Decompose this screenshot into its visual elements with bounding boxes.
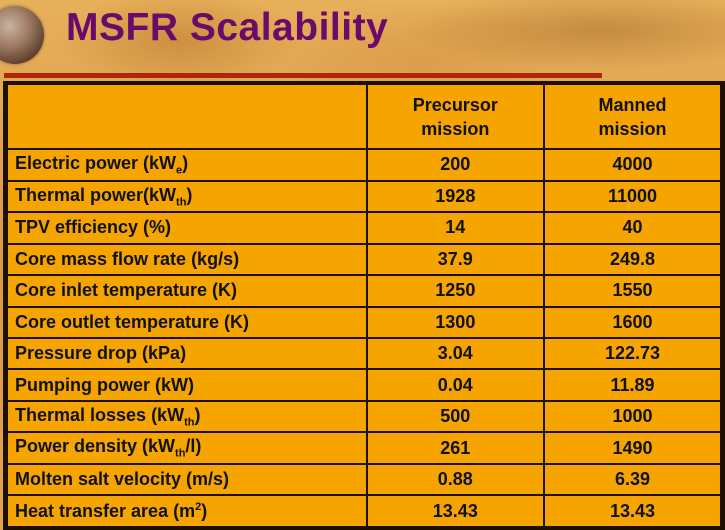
row-label: Pumping power (kW): [7, 369, 367, 401]
row-label: Core mass flow rate (kg/s): [7, 243, 367, 276]
manned-value: 11.89: [543, 369, 721, 401]
manned-value: 4000: [543, 149, 721, 181]
table-row: Core outlet temperature (K) 1300 1600: [7, 306, 721, 338]
row-label-suffix: ): [186, 184, 193, 205]
precursor-value: 14: [366, 212, 544, 244]
row-label-text: Electric power (kW: [15, 153, 177, 174]
table-row: Pumping power (kW) 0.04 11.89: [7, 369, 721, 401]
precursor-value: 1250: [366, 275, 544, 307]
row-label-suffix: ): [201, 500, 208, 521]
manned-value: 1550: [543, 275, 721, 307]
table-row: TPV efficiency (%) 14 40: [7, 212, 721, 244]
precursor-value: 200: [366, 149, 544, 181]
row-label-suffix: /l): [185, 436, 202, 457]
header-blank-cell: [7, 84, 367, 150]
header-precursor-line1: Precursor: [412, 94, 498, 115]
row-label-text: Core inlet temperature (K): [15, 280, 238, 301]
row-label-subscript: e: [176, 164, 183, 177]
row-label: Thermal losses (kWth): [7, 400, 367, 433]
header-precursor: Precursor mission: [366, 84, 544, 150]
manned-value: 11000: [543, 180, 721, 213]
row-label-text: TPV efficiency (%): [15, 217, 172, 238]
table-row: Thermal losses (kWth) 500 1000: [7, 400, 721, 433]
row-label: Pressure drop (kPa): [7, 337, 367, 370]
manned-value: 1490: [543, 432, 721, 464]
header-manned: Manned mission: [543, 84, 721, 150]
row-label-text: Core mass flow rate (kg/s): [15, 248, 240, 269]
table-frame: Precursor mission Manned mission Electri…: [3, 81, 725, 530]
row-label: TPV efficiency (%): [7, 212, 367, 244]
table-row: Core mass flow rate (kg/s) 37.9 249.8: [7, 243, 721, 276]
table-header-row: Precursor mission Manned mission: [7, 84, 721, 150]
row-label-subscript: th: [175, 447, 186, 460]
manned-value: 122.73: [543, 337, 721, 370]
manned-value: 249.8: [543, 243, 721, 276]
precursor-value: 1928: [366, 180, 544, 213]
precursor-value: 0.04: [366, 369, 544, 401]
precursor-value: 0.88: [366, 463, 544, 496]
manned-value: 1000: [543, 400, 721, 433]
table-row: Pressure drop (kPa) 3.04 122.73: [7, 337, 721, 370]
table-row: Thermal power(kWth) 1928 11000: [7, 180, 721, 213]
row-label-suffix: ): [182, 153, 189, 174]
row-label: Thermal power(kWth): [7, 180, 367, 213]
header-precursor-line2: mission: [421, 118, 490, 139]
table-row: Molten salt velocity (m/s) 0.88 6.39: [7, 463, 721, 496]
precursor-value: 3.04: [366, 337, 544, 370]
title-underline: [4, 73, 602, 78]
row-label-text: Molten salt velocity (m/s): [15, 469, 230, 490]
row-label-text: Pumping power (kW): [15, 374, 194, 395]
row-label-text: Pressure drop (kPa): [15, 343, 187, 364]
row-label: Core inlet temperature (K): [7, 275, 367, 307]
precursor-value: 13.43: [366, 495, 544, 527]
header-manned-line1: Manned: [598, 94, 667, 115]
precursor-value: 261: [366, 432, 544, 464]
precursor-value: 37.9: [366, 243, 544, 276]
row-label-superscript: 2: [195, 500, 202, 513]
row-label-text: Heat transfer area (m: [15, 500, 196, 521]
row-label: Core outlet temperature (K): [7, 306, 367, 338]
scalability-table: Precursor mission Manned mission Electri…: [7, 84, 721, 527]
manned-value: 13.43: [543, 495, 721, 527]
slide-title: MSFR Scalability: [66, 6, 389, 49]
manned-value: 1600: [543, 306, 721, 338]
table-row: Electric power (kWe) 200 4000: [7, 149, 721, 181]
table-row: Power density (kWth/l) 261 1490: [7, 432, 721, 464]
row-label-suffix: ): [194, 404, 201, 425]
row-label-text: Power density (kW: [15, 436, 176, 457]
row-label-text: Core outlet temperature (K): [15, 311, 250, 332]
row-label: Electric power (kWe): [7, 149, 367, 181]
row-label: Power density (kWth/l): [7, 432, 367, 464]
row-label-subscript: th: [184, 416, 195, 429]
manned-value: 40: [543, 212, 721, 244]
row-label-text: Thermal power(kW: [15, 184, 177, 205]
manned-value: 6.39: [543, 463, 721, 496]
row-label: Molten salt velocity (m/s): [7, 463, 367, 496]
row-label: Heat transfer area (m2): [7, 495, 367, 527]
table-row: Core inlet temperature (K) 1250 1550: [7, 275, 721, 307]
table-row: Heat transfer area (m2) 13.43 13.43: [7, 495, 721, 527]
header-manned-line2: mission: [598, 118, 667, 139]
row-label-subscript: th: [176, 196, 187, 209]
precursor-value: 500: [366, 400, 544, 433]
row-label-text: Thermal losses (kW: [15, 404, 185, 425]
planet-image: [0, 6, 44, 64]
precursor-value: 1300: [366, 306, 544, 338]
